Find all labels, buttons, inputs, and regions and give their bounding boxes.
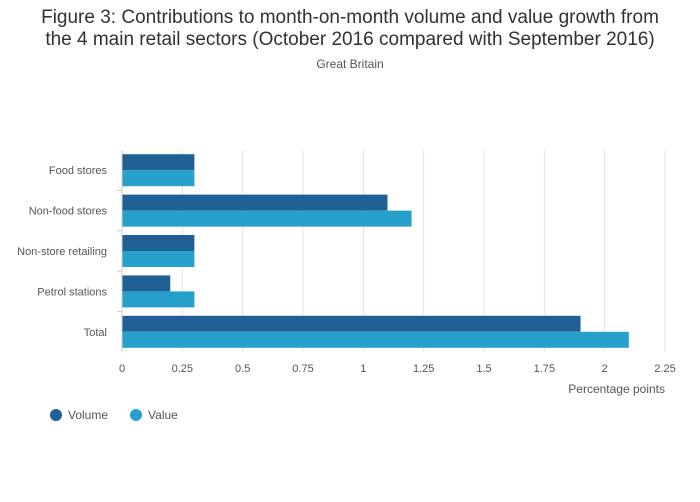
y-tick-label: Total [84,327,107,339]
x-tick-label: 2 [602,363,608,375]
legend-marker-value [130,409,143,421]
x-tick-label: 0.75 [292,363,313,375]
chart-title: Figure 3: Contributions to month-on-mont… [0,7,700,51]
legend-item-volume[interactable]: Volume [50,408,108,422]
bar-value [122,210,412,227]
legend: Volume Value [50,408,178,422]
bar-volume [122,315,581,332]
chart-title-line-1: Figure 3: Contributions to month-on-mont… [41,7,659,28]
bar-value [122,291,195,308]
legend-marker-volume [50,409,62,421]
x-axis-label: Percentage points [568,382,665,396]
bar-volume [122,194,388,211]
legend-label-volume: Volume [68,408,109,422]
legend-item-value[interactable]: Value [130,408,178,422]
x-tick-label: 0.25 [172,363,193,375]
bar-value [122,251,195,267]
bar-value [122,170,195,187]
y-tick-label: Petrol stations [37,286,107,298]
x-tick-label: 1 [360,363,366,375]
x-tick-label: 1.75 [534,363,555,375]
x-tick-label: 2.25 [654,363,675,375]
bar-value [122,331,629,348]
x-tick-label: 0.5 [235,363,250,375]
chart-subtitle: Great Britain [316,57,384,71]
chart-title-line-2: the 4 main retail sectors (October 2016 … [45,29,655,50]
x-tick-label: 1.25 [413,363,434,375]
bar-volume [122,154,195,171]
bar-volume [122,275,171,292]
x-tick-label: 0 [119,363,125,375]
legend-label-value: Value [148,408,178,422]
y-tick-label: Non-store retailing [17,246,107,258]
y-tick-label: Non-food stores [29,206,108,218]
x-tick-label: 1.5 [476,363,491,375]
y-tick-label: Food stores [49,165,108,177]
bar-volume [122,235,195,251]
